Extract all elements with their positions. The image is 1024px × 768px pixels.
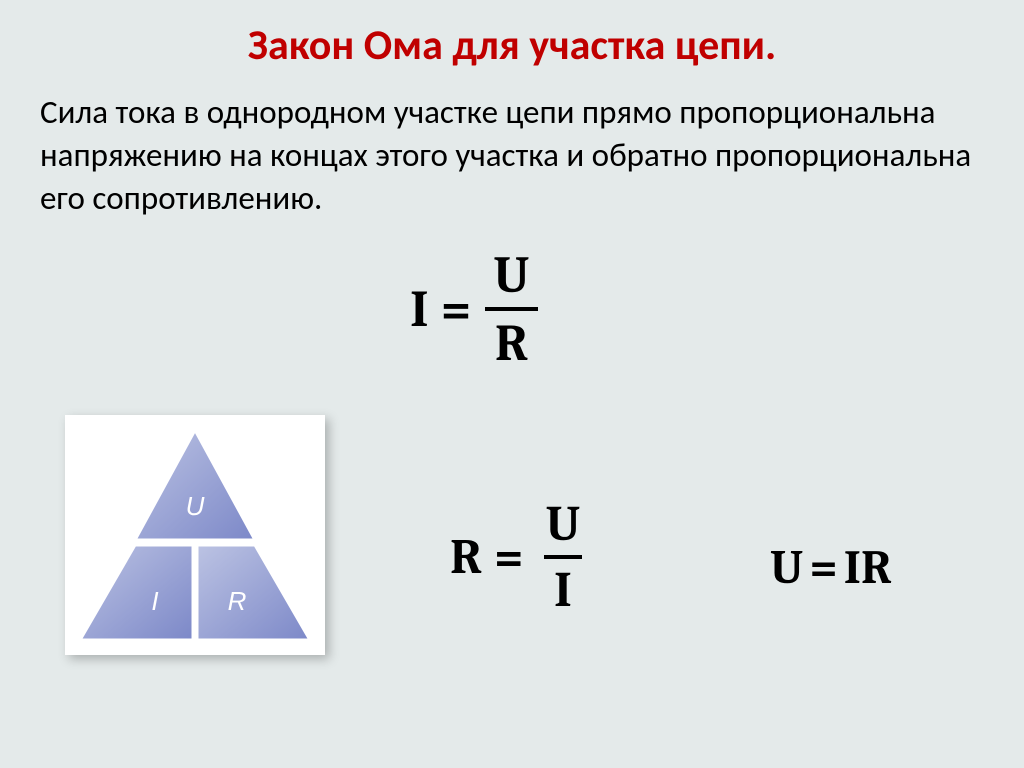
triangle-label-u: U (186, 491, 205, 521)
formula-u-lhs: U (770, 540, 803, 595)
formula-i-lhs: I (410, 279, 429, 339)
formula-i: I = U R (410, 245, 540, 373)
formula-area: I = U R R = U I U = IR (40, 245, 984, 705)
formula-r-den: I (544, 555, 582, 619)
formula-r: R = U I (450, 495, 590, 619)
formula-r-lhs: R (450, 528, 482, 586)
equals-sign: = (494, 528, 524, 586)
triangle-upper (135, 430, 255, 540)
definition-text: Сила тока в однородном участке цепи прям… (40, 91, 984, 220)
equals-sign: = (809, 540, 837, 595)
formula-i-num: U (483, 245, 539, 307)
triangle-label-r: R (228, 586, 247, 616)
equals-sign: = (441, 279, 472, 339)
page-title: Закон Ома для участка цепи. (40, 20, 984, 71)
ohms-triangle: U I R (65, 415, 325, 655)
triangle-label-i: I (151, 586, 158, 616)
formula-i-fraction: U R (483, 245, 539, 373)
formula-r-num: U (536, 495, 591, 555)
formula-u: U = IR (770, 540, 892, 595)
formula-u-rhs: IR (844, 540, 892, 595)
triangle-lower-right (197, 545, 310, 640)
triangle-lower-left (80, 545, 193, 640)
slide: Закон Ома для участка цепи. Сила тока в … (0, 0, 1024, 768)
formula-r-fraction: U I (536, 495, 591, 619)
triangle-svg: U I R (65, 415, 325, 655)
formula-i-den: R (485, 307, 538, 373)
